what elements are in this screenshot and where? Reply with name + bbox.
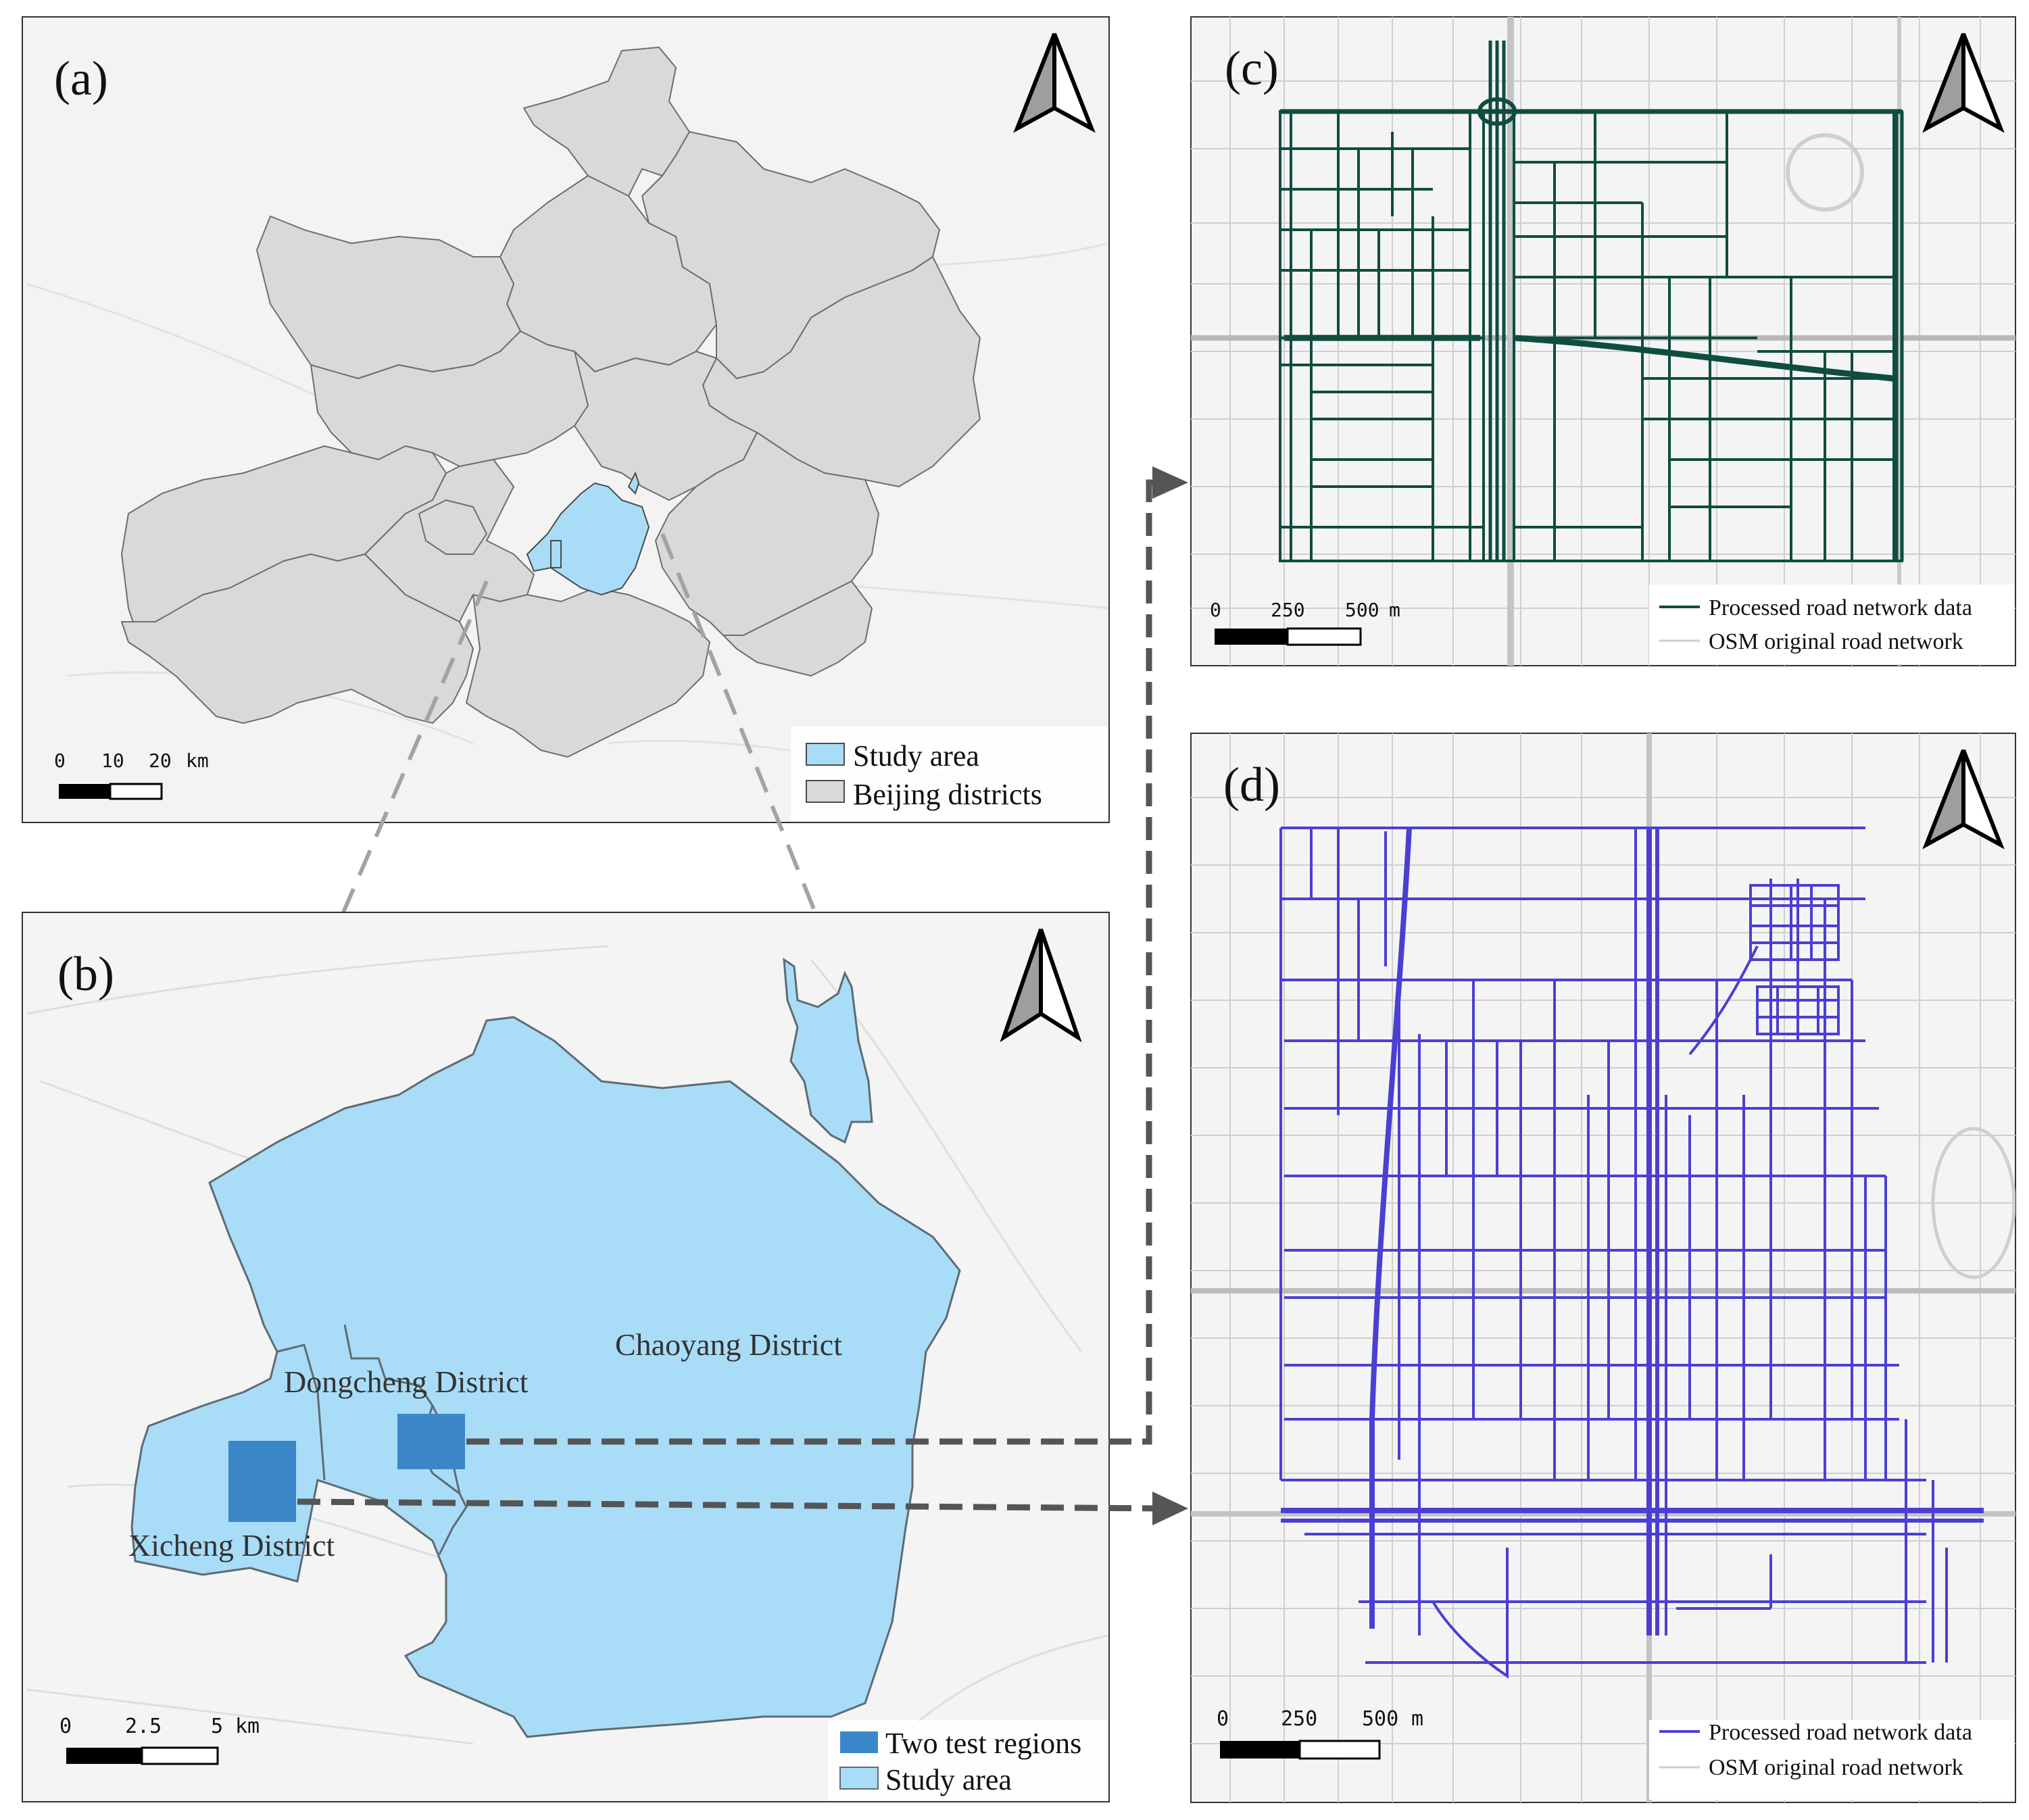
panel-a: (a) 0 10 20 km Study area Beijing distri… [22, 16, 1110, 823]
panel-b-label: (b) [57, 947, 114, 1001]
scale-bar-a: 0 10 20 km [54, 749, 209, 800]
svg-text:10: 10 [101, 749, 124, 772]
panel-d: (d) 0 250 500 m Processed road network d… [1190, 733, 2016, 1803]
legend-d-processed: Processed road network data [1709, 1720, 1972, 1745]
study-area-shape-a [526, 482, 650, 596]
study-area-enclave [783, 958, 873, 1144]
legend-c: Processed road network data OSM original… [1649, 585, 2014, 664]
svg-text:km: km [186, 749, 209, 772]
north-arrow-icon [1922, 32, 2005, 133]
legend-c-processed: Processed road network data [1709, 595, 1972, 620]
north-arrow-icon [1000, 929, 1082, 1043]
legend-c-osm: OSM original road network [1709, 629, 1963, 654]
svg-text:5: 5 [211, 1715, 223, 1738]
legend-a-study-area: Study area [853, 739, 979, 772]
test-region-dongcheng [397, 1414, 465, 1469]
legend-d-osm: OSM original road network [1709, 1755, 1963, 1780]
svg-text:0: 0 [59, 1715, 72, 1738]
north-arrow-icon [1922, 749, 2005, 850]
beijing-districts-map [121, 47, 981, 758]
legend-a: Study area Beijing districts [791, 727, 1108, 821]
svg-text:250: 250 [1281, 1707, 1317, 1731]
processed-road-network-c [1279, 41, 1904, 562]
study-area-polygon [130, 1016, 961, 1738]
label-xicheng: Xicheng District [128, 1528, 335, 1563]
legend-b-study-area: Study area [885, 1763, 1012, 1796]
panel-c: (c) 0 250 500 m Processed road network d… [1190, 16, 2016, 666]
test-region-xicheng [228, 1441, 296, 1522]
panel-a-label: (a) [54, 51, 108, 105]
svg-text:2.5: 2.5 [125, 1715, 162, 1738]
panel-b: Chaoyang District Dongcheng District Xic… [22, 912, 1110, 1802]
panel-d-label: (d) [1223, 758, 1280, 812]
svg-text:0: 0 [54, 749, 66, 772]
legend-d: Processed road network data OSM original… [1649, 1720, 2014, 1800]
scale-bar-b: 0 2.5 5 km [59, 1715, 260, 1765]
arrow-to-d-icon [1152, 1492, 1188, 1525]
svg-text:500: 500 [1362, 1707, 1398, 1731]
scale-bar-d: 0 250 500 m [1217, 1707, 1423, 1760]
svg-text:km: km [235, 1715, 260, 1738]
legend-b-test-regions: Two test regions [885, 1727, 1081, 1760]
svg-text:0: 0 [1210, 599, 1221, 621]
region-connector-arrows [297, 479, 1163, 1512]
processed-road-network-d [1279, 827, 1984, 1679]
panel-c-label: (c) [1225, 41, 1279, 95]
svg-text:0: 0 [1217, 1707, 1229, 1731]
label-chaoyang: Chaoyang District [615, 1327, 842, 1362]
label-dongcheng: Dongcheng District [284, 1364, 529, 1399]
legend-a-beijing-districts: Beijing districts [853, 778, 1042, 811]
svg-text:500: 500 [1345, 599, 1379, 621]
legend-b: Two test regions Study area [828, 1720, 1108, 1801]
svg-text:m: m [1389, 599, 1400, 621]
svg-text:250: 250 [1271, 599, 1305, 621]
svg-text:m: m [1411, 1707, 1423, 1731]
arrow-to-c-icon [1152, 466, 1188, 499]
scale-bar-c: 0 250 500 m [1210, 599, 1400, 646]
north-arrow-icon [1013, 32, 1096, 133]
svg-text:20: 20 [149, 749, 172, 772]
